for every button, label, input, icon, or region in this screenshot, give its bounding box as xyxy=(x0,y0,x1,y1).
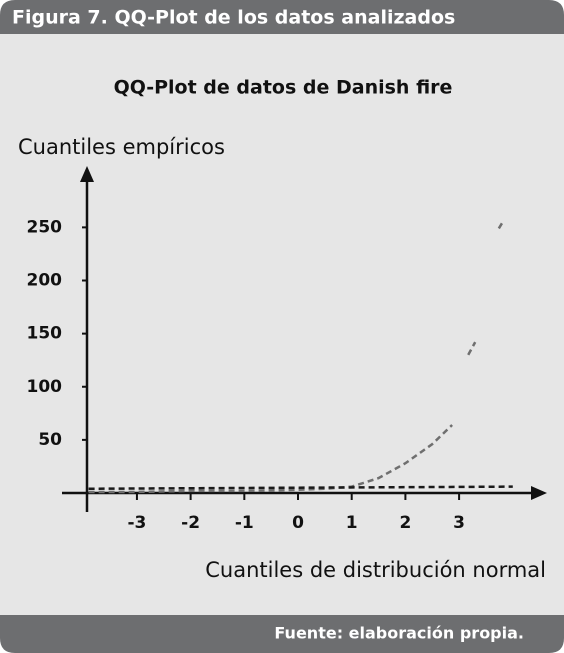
y-tick-label: 100 xyxy=(27,377,63,397)
x-tick-label: -1 xyxy=(235,513,254,533)
y-tick-label: 250 xyxy=(27,217,63,237)
y-axis-label: Cuantiles empíricos xyxy=(18,135,225,159)
x-axis-label: Cuantiles de distribución normal xyxy=(205,558,546,582)
header-bar xyxy=(0,0,564,34)
chart-title: QQ-Plot de datos de Danish fire xyxy=(114,77,453,99)
x-tick-label: 1 xyxy=(346,513,358,533)
x-tick-label: -3 xyxy=(127,513,146,533)
x-tick-label: 0 xyxy=(292,513,304,533)
x-tick-label: 3 xyxy=(453,513,465,533)
x-arrow xyxy=(531,486,547,500)
source: Fuente: elaboración propia. xyxy=(274,624,524,643)
qq-line xyxy=(88,222,504,494)
figure-title: Figura 7. QQ-Plot de los datos analizado… xyxy=(12,7,455,29)
footer-bar xyxy=(0,615,564,653)
x-tick-label: -2 xyxy=(181,513,200,533)
qq-line xyxy=(88,485,513,490)
y-arrow xyxy=(80,166,94,182)
panel xyxy=(0,34,564,615)
y-tick-label: 150 xyxy=(27,324,63,344)
x-tick-label: 2 xyxy=(399,513,411,533)
y-tick-label: 200 xyxy=(27,271,63,291)
y-tick-label: 50 xyxy=(38,430,62,450)
